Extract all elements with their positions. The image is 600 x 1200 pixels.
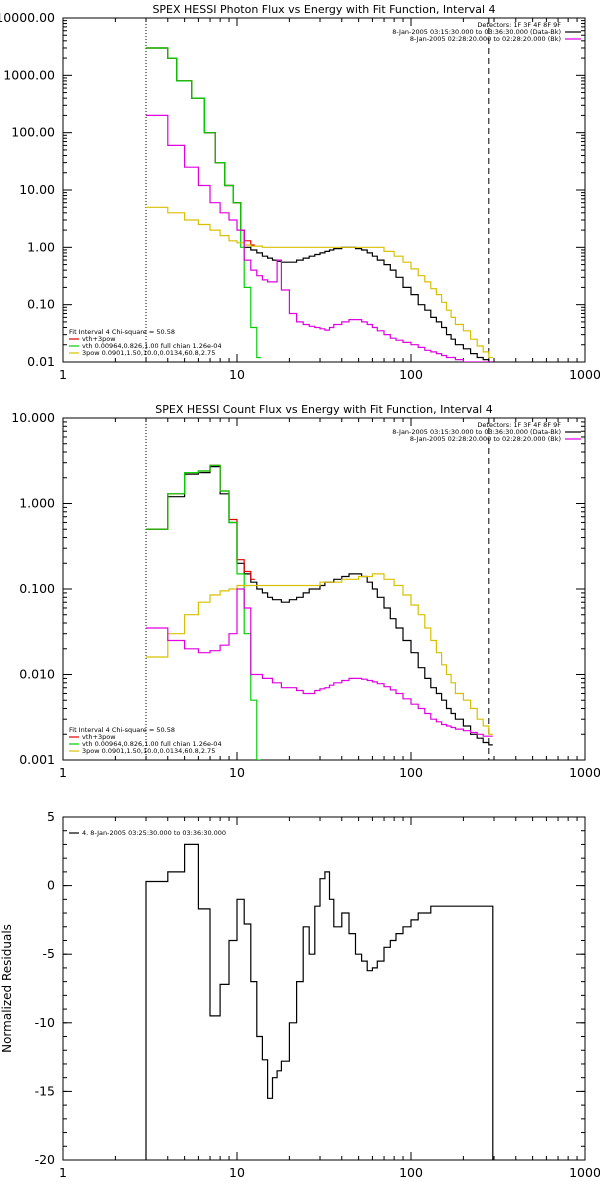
series-line-bk [146, 114, 493, 362]
x-tick-label: 10 [229, 1165, 245, 1180]
chart-title: SPEX HESSI Count Flux vs Energy with Fit… [155, 403, 492, 416]
chart-panel-2: SPEX HESSI Count Flux vs Energy with Fit… [11, 403, 600, 780]
y-tick-label: 1.000 [19, 496, 55, 511]
y-tick-label: 0.001 [19, 752, 55, 767]
legend-item: vth+3pow [82, 335, 116, 343]
y-tick-label: 10.00 [19, 182, 55, 197]
legend-item: 3pow 0.0901,1.50,10.0,0.0134,60.8,2.75 [82, 349, 215, 357]
info-line: 8-Jan-2005 02:28:20.000 to 02:28:20.000 … [410, 435, 561, 443]
series-line-vth [146, 464, 261, 760]
y-tick-label: 5 [47, 809, 55, 824]
y-tick-label: 0 [47, 878, 55, 893]
series-line-residuals [145, 843, 494, 1160]
chart-title: SPEX HESSI Photon Flux vs Energy with Fi… [152, 3, 495, 16]
x-tick-label: 1000 [569, 765, 600, 780]
x-tick-label: 10 [229, 765, 245, 780]
series-line-data-bk [146, 47, 493, 362]
legend-item: Fit Interval 4 Chi-square = 50.58 [69, 328, 175, 336]
x-tick-label: 1 [59, 1165, 67, 1180]
plot-frame [62, 417, 586, 761]
legend-item: vth 0.00964,0.826,1.00 full chian 1.26e-… [82, 342, 222, 350]
x-tick-label: 100 [399, 367, 423, 382]
chart-panel-3: 1 10 100 1000 -20 -15 -10 -5 0 5 Normalized Residu… [0, 809, 600, 1180]
legend-item: Fit Interval 4 Chi-square = 50.58 [69, 726, 175, 734]
legend-item: 4. 8-Jan-2005 03:25:30.000 to 03:36:30.0… [82, 829, 226, 837]
x-tick-label: 100 [399, 1165, 423, 1180]
y-tick-label: 0.010 [19, 667, 55, 682]
chart-panel-1: SPEX HESSI Photon Flux vs Energy with Fi… [0, 3, 600, 382]
series-line-3pow [146, 573, 493, 735]
info-line: 8-Jan-2005 03:15:30.000 to 03:36:30.000 … [392, 428, 561, 436]
y-tick-label: -15 [35, 1083, 55, 1098]
info-line: 8-Jan-2005 02:28:20.000 to 02:28:20.000 … [410, 35, 561, 43]
legend-item: vth+3pow [82, 733, 116, 741]
y-tick-label: 0.100 [19, 581, 55, 596]
info-line: Detectors: 1F 3F 4F 8F 9F [477, 421, 561, 429]
x-tick-label: 10 [229, 367, 245, 382]
series-line-3pow [146, 206, 493, 359]
y-tick-label: 1.00 [27, 239, 55, 254]
y-tick-label: 0.01 [27, 354, 55, 369]
y-tick-label: 0.10 [27, 297, 55, 312]
info-line: Detectors: 1F 3F 4F 8F 9F [477, 21, 561, 29]
plot-frame [62, 816, 586, 1161]
info-line: 8-Jan-2005 03:15:30.000 to 03:36:30.000 … [392, 28, 561, 36]
x-tick-label: 1 [59, 367, 67, 382]
x-tick-label: 1 [59, 765, 67, 780]
y-tick-label: 1000.00 [3, 67, 55, 82]
legend-item: 3pow 0.0901,1.50,10.0,0.0134,60.8,2.75 [82, 747, 215, 755]
y-tick-label: -10 [35, 1015, 55, 1030]
series-line-vth [146, 47, 261, 359]
x-tick-label: 1000 [569, 367, 600, 382]
series-line-vth-3pow [146, 47, 255, 246]
y-tick-label: 10000.00 [0, 10, 55, 25]
x-tick-label: 100 [399, 765, 423, 780]
plot-frame [62, 17, 586, 363]
legend-item: vth 0.00964,0.826,1.00 full chian 1.26e-… [82, 740, 222, 748]
series-line-vth-3pow [146, 464, 255, 580]
y-tick-label: -5 [43, 946, 55, 961]
y-tick-label: -20 [35, 1152, 55, 1167]
series-line-bk [146, 588, 493, 737]
y-tick-label: 10.000 [11, 410, 55, 425]
y-axis-label: Normalized Residuals [0, 924, 14, 1053]
y-tick-label: 100.00 [11, 125, 55, 140]
x-tick-label: 1000 [569, 1165, 600, 1180]
